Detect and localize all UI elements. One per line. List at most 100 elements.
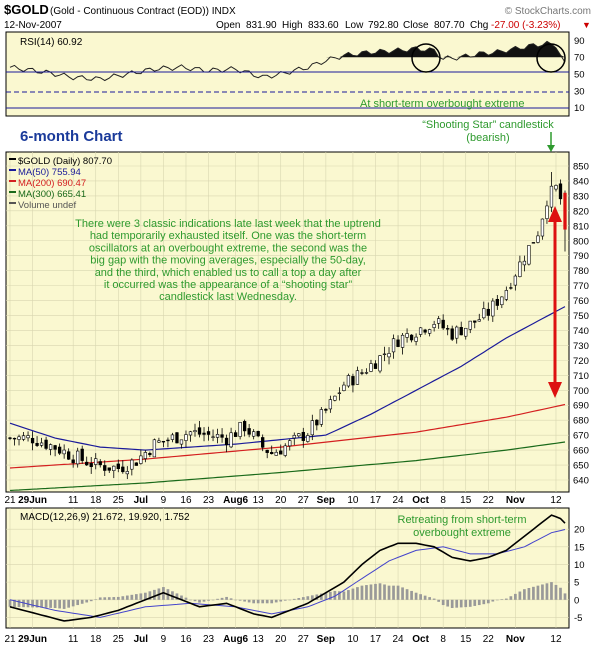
candle-body: [166, 439, 170, 442]
macd-hist-bar: [202, 599, 206, 602]
candle-body: [522, 260, 527, 266]
candle-body: [491, 300, 495, 317]
candle-body: [80, 448, 84, 461]
candle-body: [139, 455, 143, 464]
candle-body: [477, 319, 481, 322]
x-tick-label: Sep: [317, 495, 335, 506]
macd-hist-bar: [125, 595, 129, 600]
candle-body: [337, 392, 342, 394]
x-tick-label: 9: [161, 634, 167, 645]
price-tick-label: 690: [573, 401, 589, 412]
macd-hist-bar: [144, 592, 147, 600]
commentary-line: big gap with the moving averages, especi…: [90, 255, 366, 267]
x-tick-label: 12: [550, 634, 562, 645]
x-tick-label: 20: [275, 634, 287, 645]
candle-body: [220, 434, 224, 438]
macd-hist-bar: [347, 590, 350, 600]
macd-hist-bar: [491, 599, 495, 602]
macd-hist-bar: [365, 585, 368, 600]
macd-hist-bar: [509, 596, 513, 600]
macd-hist-bar: [292, 598, 296, 600]
candle-body: [71, 459, 75, 464]
macd-hist-bar: [180, 595, 183, 600]
price-panel: 850 840 830 820 810 800 790 780 770 760 750 740 730 7…: [5, 132, 589, 493]
x-tick-label: 18: [90, 495, 102, 506]
macd-hist-bar: [58, 599, 61, 609]
price-tick-label: 730: [573, 341, 589, 352]
candle-body: [527, 245, 531, 265]
candle-body: [215, 434, 220, 438]
candle-body: [373, 363, 378, 369]
change-label: Chg: [470, 20, 488, 31]
candle-body: [455, 326, 459, 339]
candle-body: [558, 183, 563, 200]
x-tick-label: 17: [370, 634, 382, 645]
price-tick-label: 750: [573, 311, 589, 322]
macd-hist-bar: [247, 599, 251, 603]
candle-body: [554, 185, 558, 190]
legend-item: MA(50) 755.94: [18, 167, 81, 178]
candle-body: [8, 437, 12, 439]
candle-body: [224, 437, 229, 446]
x-axis-bottom: 21 29Jun 11 18 25 Jul 9 16 23 Aug6 13 20 27 Sep 10 17 24…: [4, 634, 562, 645]
candle-body: [261, 437, 265, 448]
macd-hist-bar: [225, 596, 228, 600]
price-tick-label: 840: [573, 176, 589, 187]
low-value: 792.80: [368, 20, 399, 31]
candle-body: [464, 327, 468, 337]
macd-hist-bar: [85, 599, 89, 603]
close-value: 807.70: [434, 20, 465, 31]
macd-hist-bar: [523, 589, 526, 600]
candle-body: [292, 435, 296, 439]
macd-hist-bar: [369, 584, 373, 600]
x-tick-label: 29Jun: [18, 495, 47, 506]
candle-body: [44, 439, 48, 449]
macd-hist-bar: [387, 585, 391, 600]
ma300-line: [9, 441, 566, 492]
macd-hist-bar: [559, 587, 562, 600]
macd-hist-bar: [396, 585, 400, 600]
rsi-overbought-fill: [10, 41, 565, 58]
candle-body: [437, 318, 441, 324]
macd-hist-bar: [112, 597, 116, 600]
candle-body: [103, 465, 107, 471]
macd-hist-bar: [473, 599, 477, 606]
macd-hist-bar: [338, 591, 341, 600]
candle-body: [229, 432, 233, 448]
candle-body: [283, 445, 287, 456]
open-value: 831.90: [246, 20, 277, 31]
macd-hist-bar: [324, 592, 328, 600]
x-tick-label: 16: [180, 634, 192, 645]
macd-hist-bar: [265, 599, 269, 604]
macd-tick-label: 20: [574, 525, 585, 536]
macd-hist-bar: [94, 599, 98, 600]
macd-hist-bar: [550, 582, 553, 600]
candle-body: [193, 430, 197, 433]
macd-hist-bar: [279, 599, 283, 602]
candle-body: [143, 452, 148, 459]
candle-body: [418, 327, 423, 335]
legend-swatch: [9, 191, 16, 193]
price-tick-label: 760: [573, 296, 589, 307]
macd-hist-bar: [49, 599, 52, 608]
candle-body: [256, 430, 260, 437]
candle-body: [62, 449, 66, 455]
macd-hist-bar: [238, 599, 242, 601]
macd-hist-bar: [428, 597, 431, 600]
x-tick-label: 9: [161, 495, 167, 506]
x-tick-label: 21: [4, 495, 16, 506]
candle-body: [98, 461, 102, 466]
macd-hist-bar: [378, 583, 382, 600]
x-tick-label: Nov: [506, 634, 525, 645]
ma50-line: [9, 306, 566, 451]
commentary-line: and the third, which enabled us to call …: [95, 267, 362, 279]
x-tick-label: Oct: [412, 495, 429, 506]
x-tick-label: 10: [347, 495, 359, 506]
candle-body: [170, 434, 175, 440]
candle-body: [57, 446, 62, 454]
candle-body: [12, 437, 17, 440]
candle-body: [67, 451, 71, 460]
macd-hist-bar: [229, 598, 233, 600]
high-value: 833.60: [308, 20, 339, 31]
shooting-star-arrow-head: [547, 145, 555, 152]
